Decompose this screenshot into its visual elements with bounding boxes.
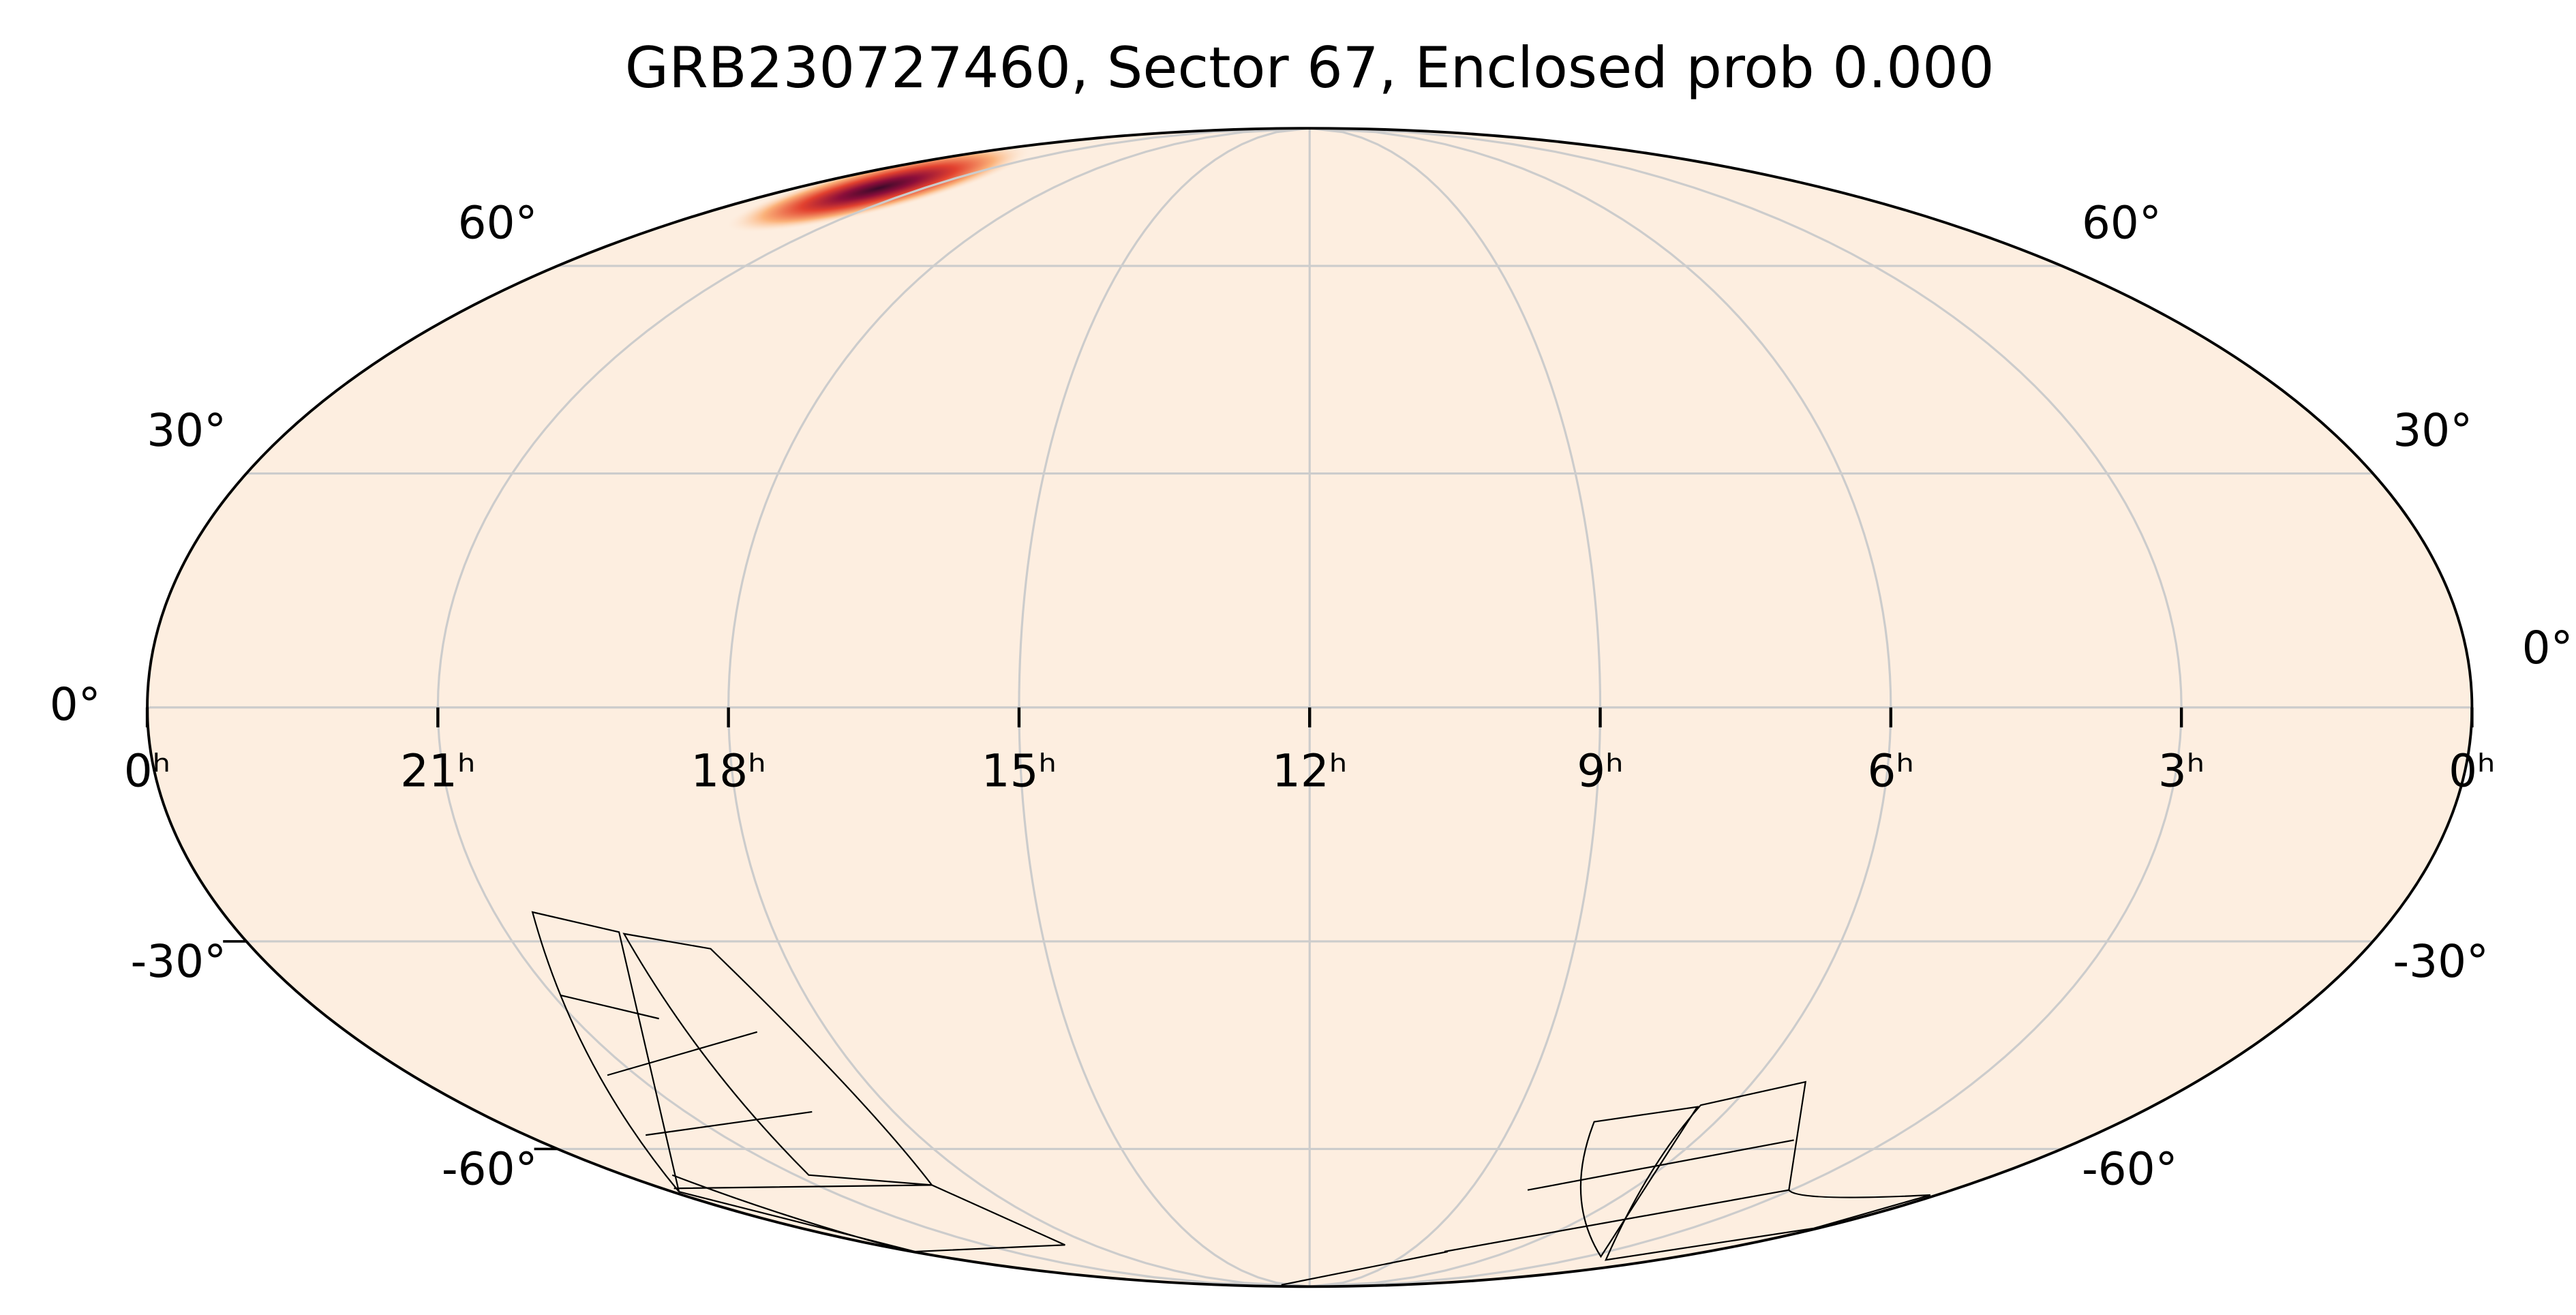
footprint (1579, 1106, 1699, 1258)
probability-blob (725, 143, 1033, 233)
y-tick-label: 60° (458, 197, 538, 250)
footprint (1281, 1139, 1794, 1286)
y-tick-label: 30° (2393, 404, 2472, 457)
x-tick-label: 0ʰ (2449, 744, 2496, 797)
footprint (531, 911, 680, 1192)
y-tick-label: -30° (2393, 935, 2489, 988)
x-tick-label: 21ʰ (400, 744, 476, 797)
probability-map (725, 143, 1033, 233)
x-tick-label: 6ʰ (1868, 744, 1915, 797)
footprint (560, 994, 933, 1190)
y-tick-label: 0° (50, 678, 101, 731)
y-tick-label: 60° (2082, 197, 2162, 250)
y-tick-label: -60° (2082, 1143, 2178, 1196)
chart-title: GRB230727460, Sector 67, Enclosed prob 0… (625, 35, 1995, 101)
y-tick-label: -60° (442, 1143, 538, 1196)
y-tick-label: -30° (130, 935, 226, 988)
x-tick-label: 0ʰ (124, 744, 171, 797)
x-tick-label: 18ʰ (691, 744, 766, 797)
x-tick-label: 15ʰ (982, 744, 1057, 797)
y-tick-label: 30° (147, 404, 226, 457)
y-tick-label: 0° (2522, 622, 2573, 674)
x-tick-label: 3ʰ (2158, 744, 2205, 797)
x-tick-label: 9ʰ (1577, 744, 1624, 797)
x-tick-label: 12ʰ (1272, 744, 1348, 797)
